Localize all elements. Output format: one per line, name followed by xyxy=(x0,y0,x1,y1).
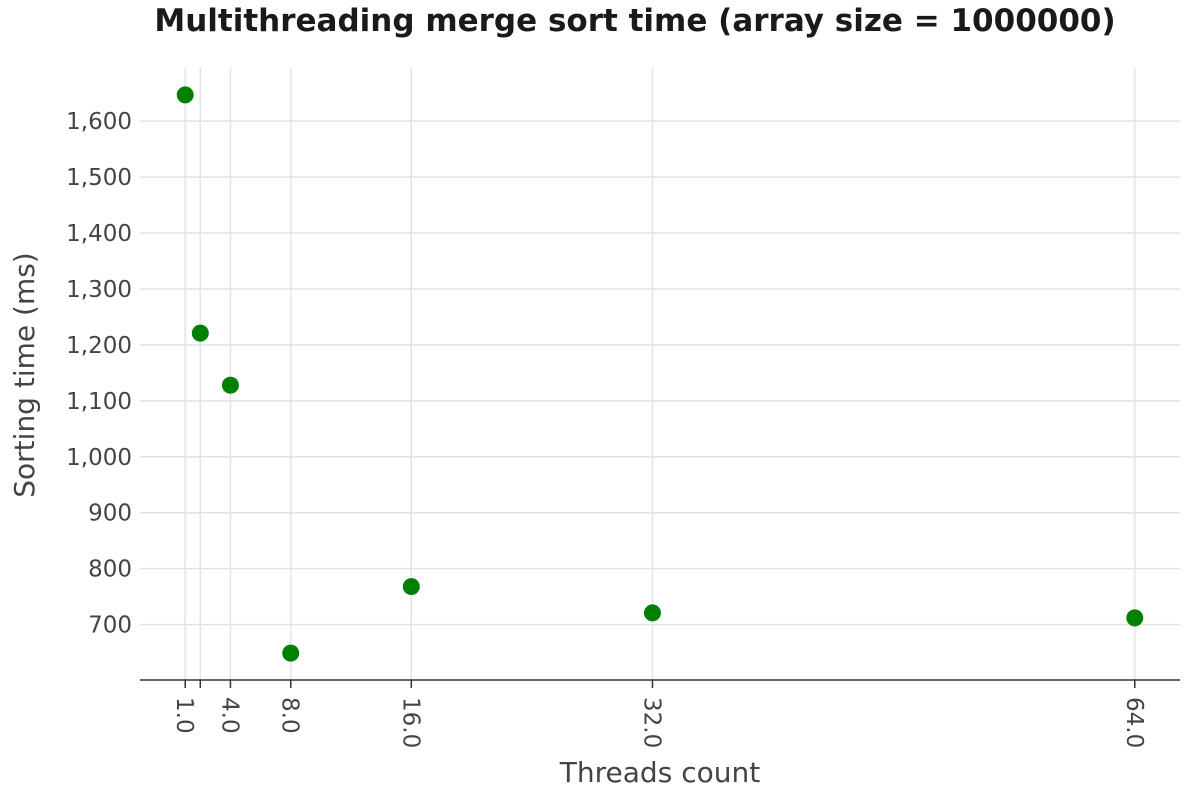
y-tick-label: 1,000 xyxy=(66,445,132,471)
y-tick-label: 1,600 xyxy=(66,109,132,135)
x-tick-label: 64.0 xyxy=(1121,697,1147,748)
y-tick-label: 1,500 xyxy=(66,165,132,191)
data-point xyxy=(191,324,209,342)
grid-lines xyxy=(140,68,1180,680)
data-point xyxy=(1126,609,1144,627)
x-tick-label: 8.0 xyxy=(277,697,303,734)
data-point xyxy=(402,578,420,596)
y-tick-label: 800 xyxy=(88,557,132,583)
y-tick-label: 1,300 xyxy=(66,277,132,303)
y-tick-label: 1,400 xyxy=(66,221,132,247)
data-points xyxy=(176,86,1144,662)
data-point xyxy=(176,86,194,104)
chart-title: Multithreading merge sort time (array si… xyxy=(154,3,1115,39)
x-tick-label: 1.0 xyxy=(171,697,197,734)
axes: 700 800 900 1,000 1,100 1,200 1,300 1,400 1,500 1… xyxy=(66,109,1180,748)
data-point xyxy=(643,604,661,622)
y-tick-label: 900 xyxy=(88,501,132,527)
data-point xyxy=(282,644,300,662)
x-tick-label: 4.0 xyxy=(216,697,242,734)
y-axis-label: Sorting time (ms) xyxy=(8,252,41,497)
y-tick-label: 700 xyxy=(88,613,132,639)
y-tick-label: 1,200 xyxy=(66,333,132,359)
x-tick-label: 16.0 xyxy=(397,697,423,748)
x-axis-label: Threads count xyxy=(559,756,760,789)
x-tick-label: 32.0 xyxy=(638,697,664,748)
y-tick-label: 1,100 xyxy=(66,389,132,415)
data-point xyxy=(221,376,239,394)
